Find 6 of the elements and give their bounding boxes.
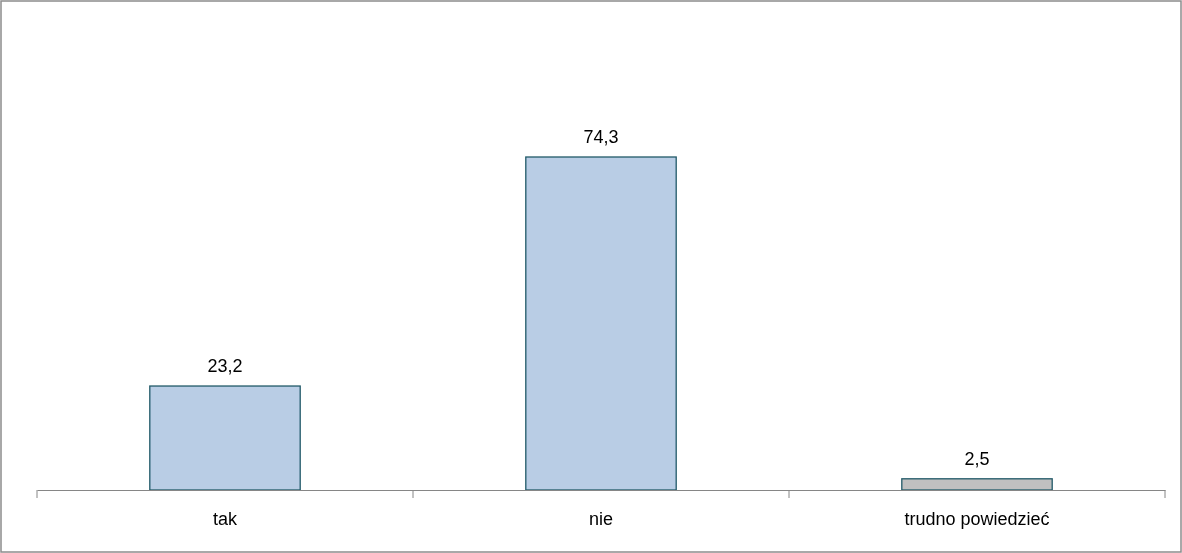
data-label: 74,3 xyxy=(583,127,619,147)
data-label: 23,2 xyxy=(207,356,243,377)
x-tick-label: tak xyxy=(212,508,238,529)
x-tick-label: nie xyxy=(588,508,614,529)
data-label: 2,5 xyxy=(964,448,990,469)
x-tick-label: trudno powiedzieć xyxy=(904,508,1050,529)
